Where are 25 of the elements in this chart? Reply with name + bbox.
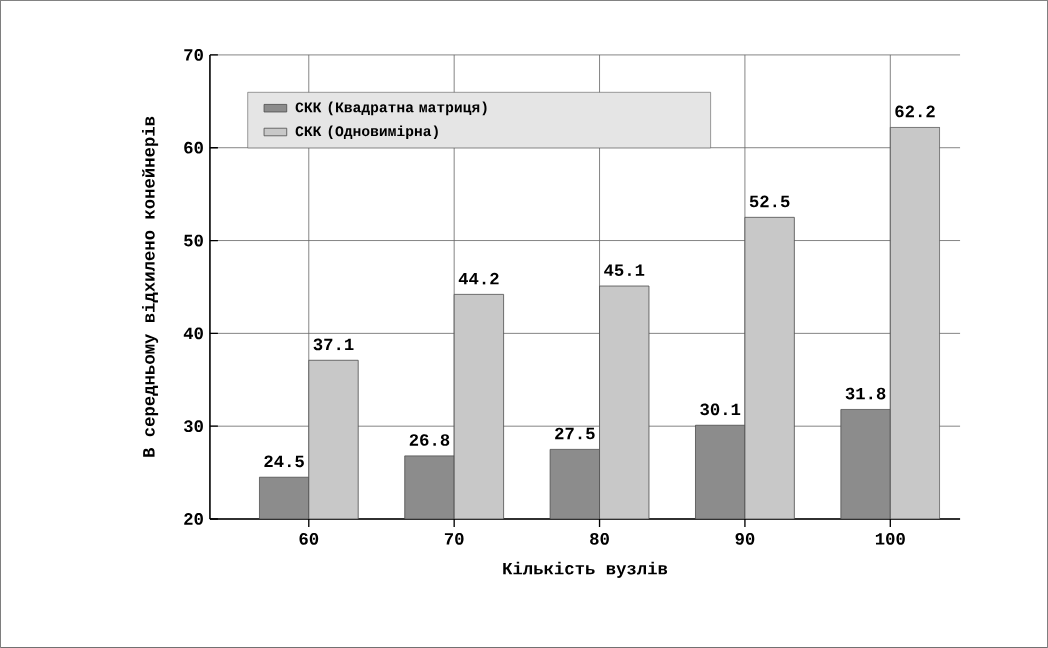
legend-label: СКК (Квадратна матриця)	[295, 101, 487, 116]
x-tick-label: 100	[875, 533, 905, 545]
data-label: 24.5	[264, 455, 304, 468]
data-label: 30.1	[700, 403, 741, 416]
data-label: 27.5	[555, 427, 595, 440]
y-tick-label: 50	[184, 234, 203, 247]
y-axis-title: В середньому відхилено конейнерів	[142, 116, 159, 457]
y-tick-label: 70	[184, 49, 203, 61]
data-label: 45.1	[604, 264, 645, 277]
data-label: 62.2	[895, 105, 935, 118]
y-tick-label: 60	[184, 141, 203, 154]
data-label: 37.1	[313, 338, 354, 351]
y-tick-label: 30	[183, 420, 203, 433]
x-tick-label: 90	[735, 533, 755, 545]
data-label: 44.2	[458, 272, 499, 285]
legend-label: СКК (Одновимірна)	[295, 125, 438, 140]
data-label: 26.8	[409, 434, 450, 446]
x-tick-label: 80	[590, 533, 609, 545]
x-tick-label: 60	[299, 533, 319, 545]
data-label: 52.5	[749, 195, 790, 208]
y-tick-label: 40	[183, 327, 203, 340]
x-tick-label: 70	[444, 533, 464, 545]
x-axis-title: Кількість вузлів	[503, 561, 668, 578]
y-tick-label: 20	[184, 513, 203, 525]
data-label: 31.8	[845, 387, 886, 400]
